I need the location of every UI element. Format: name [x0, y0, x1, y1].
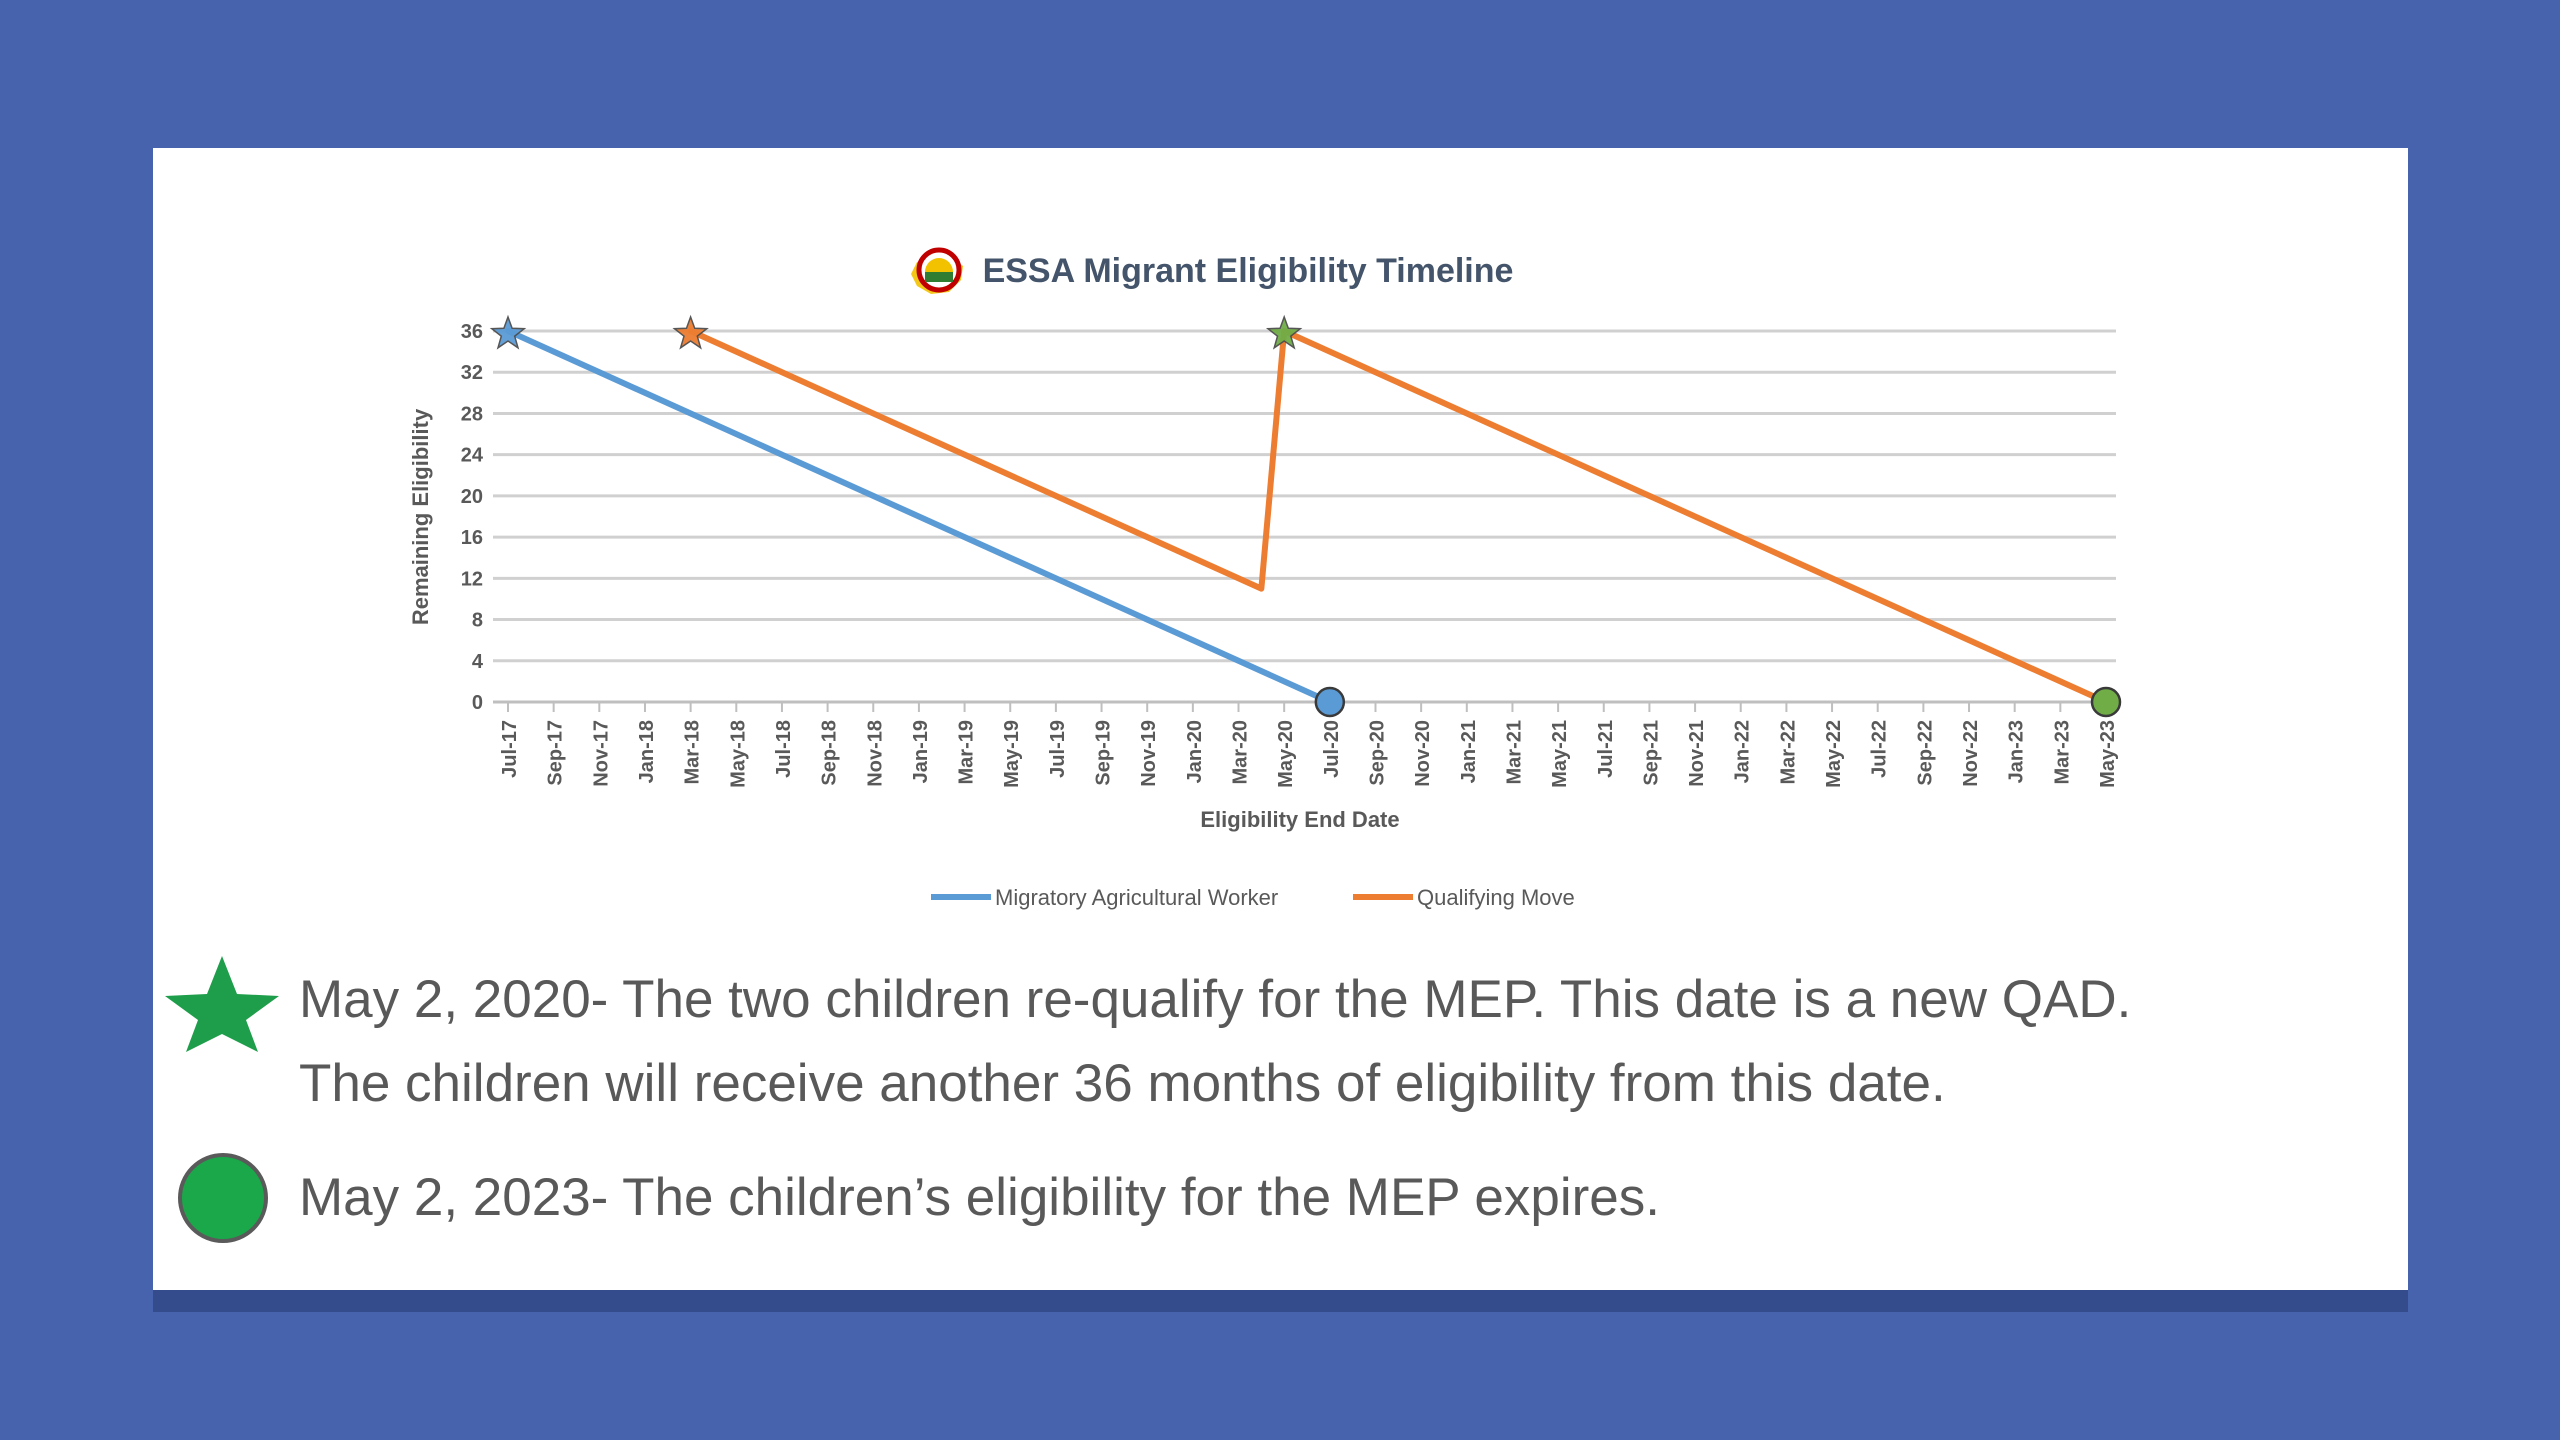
chart-title: ESSA Migrant Eligibility Timeline [983, 252, 1514, 290]
x-axis-ticks: Jul-17 Sep-17 Nov-17 Jan-18 Mar-18 May-18 Jul-… [499, 702, 2119, 788]
star-marker-icon [672, 314, 709, 350]
x-tick-label: Jul-21 [1595, 720, 1617, 778]
x-tick-label: Jan-23 [2006, 720, 2028, 783]
y-tick-label: 24 [461, 445, 484, 467]
x-axis-title: Eligibility End Date [1200, 807, 1399, 832]
y-tick-label: 32 [461, 362, 483, 384]
x-tick-label: Nov-20 [1412, 720, 1434, 787]
chart-grid [493, 329, 2116, 704]
x-tick-label: May-19 [1001, 720, 1023, 788]
note-requalify-line-1: May 2, 2020- The two children re-qualify… [299, 970, 2132, 1029]
star-marker-icon [489, 314, 527, 350]
star-marker-icon [1265, 314, 1303, 350]
x-tick-label: Mar-19 [956, 720, 978, 784]
y-axis-title: Remaining Eligibility [408, 408, 433, 625]
y-tick-label: 20 [461, 486, 483, 508]
chart-legend: Migratory Agricultural Worker Qualifying… [931, 885, 1575, 910]
x-tick-label: Jan-21 [1458, 720, 1480, 783]
y-tick-label: 28 [461, 403, 483, 425]
note-expires: May 2, 2023- The children’s eligibility … [299, 1156, 1660, 1240]
note-requalify: May 2, 2020- The two children re-qualify… [299, 958, 2131, 1126]
x-tick-label: Mar-18 [682, 720, 704, 784]
chart: ESSA Migrant Eligibility Timeline 0 4 8 12 1… [408, 247, 2122, 910]
x-tick-label: Sep-19 [1093, 720, 1115, 786]
x-tick-label: Jan-19 [910, 720, 932, 783]
x-tick-label: Mar-20 [1230, 720, 1252, 784]
y-tick-label: 12 [461, 568, 483, 590]
x-tick-label: Nov-21 [1686, 720, 1708, 787]
green-star-icon [165, 956, 279, 1052]
x-tick-label: Jul-17 [499, 720, 521, 778]
x-tick-label: Mar-21 [1503, 720, 1525, 784]
x-tick-label: Jan-22 [1732, 720, 1754, 783]
circle-marker-icon [1314, 686, 1346, 718]
x-tick-label: May-23 [2097, 720, 2119, 788]
x-tick-label: Mar-22 [1777, 720, 1799, 784]
x-tick-label: Nov-22 [1960, 720, 1982, 787]
x-tick-label: Jan-20 [1184, 720, 1206, 783]
x-tick-label: Sep-20 [1366, 720, 1388, 786]
slide-shadow [153, 1290, 2408, 1312]
y-axis-ticks: 0 4 8 12 16 20 24 28 32 36 [461, 321, 484, 714]
y-tick-label: 4 [472, 651, 484, 673]
x-tick-label: Sep-22 [1914, 720, 1936, 786]
legend-label-qualifying-move: Qualifying Move [1417, 885, 1575, 910]
x-tick-label: Sep-18 [819, 720, 841, 786]
series-line-qualifying-move [687, 328, 2109, 705]
legend-label-migratory: Migratory Agricultural Worker [995, 885, 1278, 910]
x-tick-label: May-18 [727, 720, 749, 788]
y-tick-label: 16 [461, 527, 483, 549]
x-tick-label: Jul-20 [1321, 720, 1343, 778]
circle-marker-icon [2090, 686, 2122, 718]
x-tick-label: Nov-18 [864, 720, 886, 787]
x-tick-label: May-22 [1823, 720, 1845, 788]
x-tick-label: Jul-18 [773, 720, 795, 778]
y-tick-label: 36 [461, 321, 483, 343]
green-circle-icon [178, 1153, 268, 1243]
x-tick-label: Mar-23 [2051, 720, 2073, 784]
x-tick-label: May-21 [1549, 720, 1571, 788]
x-tick-label: Nov-19 [1138, 720, 1160, 787]
x-tick-label: Sep-17 [545, 720, 567, 786]
note-requalify-line-2: The children will receive another 36 mon… [299, 1054, 1946, 1113]
y-tick-label: 0 [472, 692, 483, 714]
series-line-migratory [505, 328, 1333, 705]
x-tick-label: May-20 [1275, 720, 1297, 788]
note-expires-line-1: May 2, 2023- The children’s eligibility … [299, 1168, 1660, 1227]
series-lines [505, 328, 2109, 705]
x-tick-label: Nov-17 [590, 720, 612, 787]
x-tick-label: Jan-18 [636, 720, 658, 783]
y-tick-label: 8 [472, 610, 483, 632]
slide: ESSA Migrant Eligibility Timeline 0 4 8 12 1… [153, 148, 2408, 1290]
x-tick-label: Sep-21 [1640, 720, 1662, 786]
logo-icon [911, 247, 963, 294]
x-tick-label: Jul-22 [1869, 720, 1891, 778]
series-markers [489, 314, 2122, 718]
x-tick-label: Jul-19 [1047, 720, 1069, 778]
